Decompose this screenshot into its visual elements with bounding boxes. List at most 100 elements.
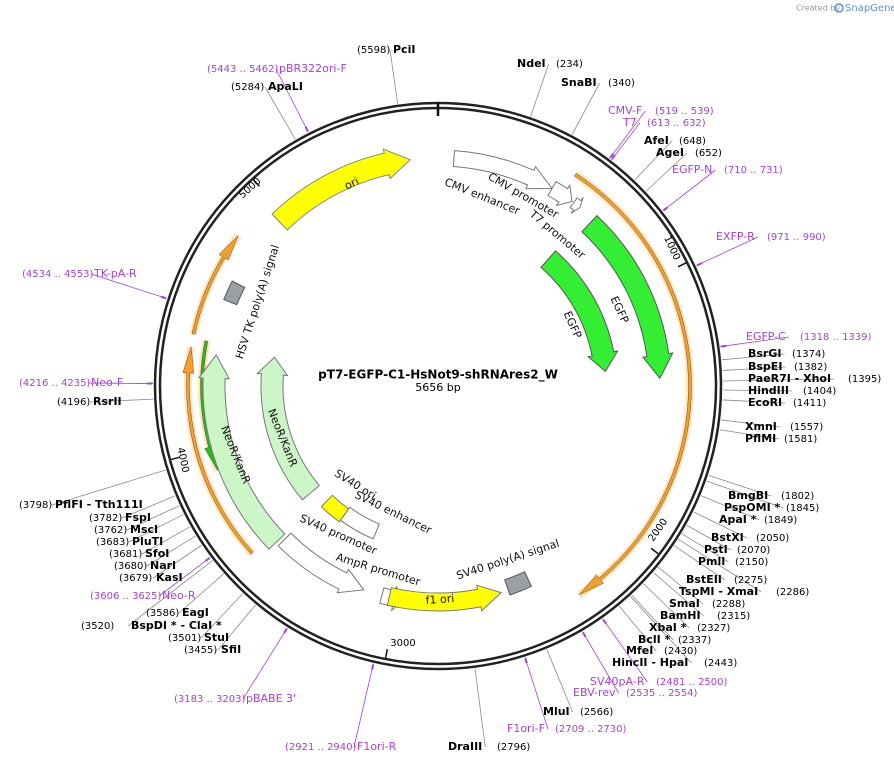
feature-arrow <box>547 180 573 207</box>
leader-line <box>51 469 166 506</box>
site-name: BspDI * - ClaI * <box>131 619 222 632</box>
leader-line <box>631 594 674 641</box>
site-position: (3501) <box>168 633 201 644</box>
primer-name: F1ori-F <box>507 722 545 735</box>
leader-line <box>662 169 716 212</box>
primer-name: T7 <box>622 116 637 129</box>
leader-line <box>200 593 244 639</box>
leader-line <box>673 545 726 581</box>
primer-tick <box>696 262 703 267</box>
site-name: SmaI <box>669 597 700 610</box>
leader-line <box>178 573 224 614</box>
primer-tick <box>204 557 211 562</box>
primer-name: CMV-F <box>608 104 642 117</box>
site-position: (3586) <box>146 608 179 619</box>
primer-range: (2481 .. 2500) <box>656 677 728 688</box>
leader-line <box>720 336 789 347</box>
site-position: (5598) <box>357 45 390 56</box>
feature-arrow <box>256 356 321 501</box>
site-position: (2315) <box>717 611 750 622</box>
feature-arrow <box>320 494 350 523</box>
leader-line <box>602 618 648 683</box>
site-position: (2050) <box>756 533 789 544</box>
site-name: BsrGI <box>748 347 781 360</box>
leader-line <box>127 560 213 627</box>
leader-line <box>634 140 673 181</box>
site-name: BstXI <box>711 531 744 544</box>
site-position: (3798) <box>19 500 52 511</box>
site-position: (340) <box>608 78 635 89</box>
site-name: SnaBI <box>561 76 597 89</box>
leader-line <box>722 366 786 371</box>
primer-name: EGFP-N <box>672 163 712 176</box>
primer-name: Neo-R <box>162 589 196 602</box>
leader-line <box>89 398 154 403</box>
track-arc <box>574 173 692 596</box>
site-name: HindIII <box>748 384 789 397</box>
site-name: PmlI <box>698 555 725 568</box>
primer-range: (1318 .. 1339) <box>800 332 872 343</box>
feature-label: ori <box>343 175 361 193</box>
leader-line <box>217 604 256 651</box>
site-name: NdeI <box>517 57 546 70</box>
features <box>170 148 694 659</box>
site-position: (1395) <box>848 374 881 385</box>
leader-line <box>722 378 835 382</box>
primer-name: F1ori-R <box>357 740 397 753</box>
plasmid-length: 5656 bp <box>415 381 460 394</box>
site-position: (234) <box>556 59 583 70</box>
primer-range: (4534 .. 4553) <box>22 269 94 280</box>
site-name: DraIII <box>448 740 482 753</box>
primer-tick <box>663 206 669 212</box>
primer-range: (613 .. 632) <box>647 118 706 129</box>
leader-line <box>571 82 601 135</box>
site-name: BmgBI <box>728 489 768 502</box>
feature-arrow <box>540 250 619 373</box>
site-name: PaeR7I - XhoI <box>748 372 831 385</box>
site-position: (3680) <box>114 561 147 572</box>
leader-line <box>530 63 550 117</box>
leader-line <box>630 596 692 664</box>
site-position: (1802) <box>781 491 814 502</box>
feature-arrow <box>223 280 246 306</box>
leader-line <box>582 631 619 694</box>
site-position: (2327) <box>697 623 730 634</box>
site-name: SfiI <box>221 643 241 656</box>
site-name: XbaI * <box>649 621 687 634</box>
site-position: (1581) <box>784 434 817 445</box>
brand-icon <box>834 3 844 13</box>
primer-tick <box>609 153 614 159</box>
leader-line <box>681 533 729 563</box>
leader-line <box>264 86 296 140</box>
site-name: PflMI <box>745 432 776 445</box>
site-position: (3762) <box>94 525 127 536</box>
feature-label: f1 ori <box>425 592 455 607</box>
leader-line <box>643 583 690 629</box>
site-position: (2275) <box>734 575 767 586</box>
site-name: RsrII <box>93 395 122 408</box>
primer-range: (4216 .. 4235) <box>19 378 91 389</box>
primer-range: (519 .. 539) <box>655 106 714 117</box>
leader-line <box>128 514 184 543</box>
scale-tick <box>170 456 180 461</box>
scale-label: 3000 <box>390 638 415 649</box>
site-name: KasI <box>156 571 183 584</box>
primer-name: pBABE 3' <box>246 692 296 705</box>
track-halo <box>573 171 694 599</box>
leader-line <box>158 557 211 597</box>
leader-line <box>524 657 549 730</box>
site-name: AgeI <box>656 146 684 159</box>
site-name: SfoI <box>145 547 169 560</box>
leader-line <box>722 389 792 392</box>
scale-tick <box>677 262 687 268</box>
site-position: (3520) <box>81 621 114 632</box>
primer-tick <box>721 344 727 348</box>
leader-line <box>87 382 154 384</box>
site-name: TspMI - XmaI <box>679 585 758 598</box>
site-name: AfeI <box>644 134 669 147</box>
primer-range: (3606 .. 3625) <box>90 591 162 602</box>
leader-line <box>657 566 704 605</box>
site-position: (2796) <box>497 742 530 753</box>
